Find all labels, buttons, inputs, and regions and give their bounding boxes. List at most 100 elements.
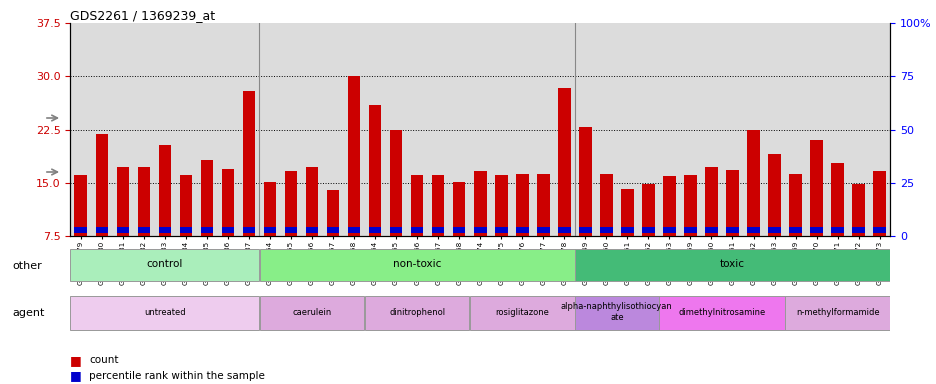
Text: caerulein: caerulein (292, 308, 331, 317)
Text: dimethylnitrosamine: dimethylnitrosamine (678, 308, 765, 317)
Bar (222, 227, 234, 233)
Bar (431, 227, 444, 233)
Bar (200, 160, 213, 290)
Bar (116, 227, 129, 233)
Text: percentile rank within the sample: percentile rank within the sample (89, 371, 265, 381)
Bar (263, 227, 276, 233)
Bar (74, 227, 87, 233)
Text: GDS2261 / 1369239_at: GDS2261 / 1369239_at (70, 9, 215, 22)
Bar (259, 250, 574, 280)
Bar (242, 91, 255, 290)
Bar (305, 227, 318, 233)
Bar (389, 129, 402, 290)
Bar (180, 227, 192, 233)
Bar (470, 296, 574, 330)
Bar (95, 227, 108, 233)
Bar (158, 227, 171, 233)
Bar (578, 127, 591, 290)
Bar (683, 227, 696, 233)
Bar (621, 189, 633, 290)
Bar (452, 227, 465, 233)
Bar (536, 227, 549, 233)
Bar (200, 227, 213, 233)
Bar (575, 296, 658, 330)
Text: other: other (12, 261, 42, 271)
Text: ■: ■ (70, 369, 82, 382)
Bar (810, 227, 822, 233)
Text: rosiglitazone: rosiglitazone (495, 308, 548, 317)
Text: count: count (89, 355, 118, 365)
Bar (516, 174, 528, 290)
Bar (663, 177, 675, 290)
Text: control: control (147, 259, 183, 269)
Bar (575, 250, 889, 280)
Bar (641, 227, 654, 233)
Bar (810, 140, 822, 290)
Bar (830, 227, 843, 233)
Bar (327, 227, 339, 233)
Bar (285, 171, 297, 290)
Bar (768, 227, 780, 233)
Text: n-methylformamide: n-methylformamide (795, 308, 879, 317)
Bar (263, 182, 276, 290)
Bar (558, 88, 570, 290)
Text: toxic: toxic (719, 259, 744, 269)
Bar (746, 129, 759, 290)
Bar (516, 227, 528, 233)
Bar (536, 174, 549, 290)
Bar (578, 227, 591, 233)
Bar (852, 227, 864, 233)
Bar (683, 175, 696, 290)
Bar (768, 154, 780, 290)
Bar (641, 184, 654, 290)
Text: untreated: untreated (144, 308, 185, 317)
Bar (621, 227, 633, 233)
Bar (74, 175, 87, 290)
Bar (452, 182, 465, 290)
Bar (180, 175, 192, 290)
Bar (705, 227, 717, 233)
Text: alpha-naphthylisothiocyan
ate: alpha-naphthylisothiocyan ate (561, 303, 672, 322)
Bar (746, 227, 759, 233)
Bar (431, 175, 444, 290)
Bar (788, 174, 801, 290)
Bar (663, 227, 675, 233)
Bar (70, 250, 259, 280)
Bar (474, 171, 486, 290)
Bar (389, 227, 402, 233)
Bar (725, 227, 738, 233)
Bar (784, 296, 889, 330)
Bar (158, 144, 171, 290)
Bar (872, 227, 885, 233)
Bar (369, 227, 381, 233)
Bar (95, 134, 108, 290)
Bar (259, 296, 364, 330)
Bar (138, 227, 150, 233)
Bar (658, 296, 784, 330)
Bar (852, 184, 864, 290)
Bar (788, 227, 801, 233)
Bar (558, 227, 570, 233)
Bar (410, 175, 423, 290)
Bar (705, 167, 717, 290)
Bar (305, 167, 318, 290)
Bar (347, 76, 360, 290)
Bar (242, 227, 255, 233)
Bar (494, 175, 507, 290)
Bar (285, 227, 297, 233)
Bar (474, 227, 486, 233)
Bar (872, 171, 885, 290)
Bar (116, 167, 129, 290)
Bar (138, 167, 150, 290)
Bar (347, 227, 360, 233)
Text: agent: agent (12, 308, 45, 318)
Text: non-toxic: non-toxic (392, 259, 441, 269)
Bar (364, 296, 469, 330)
Bar (369, 105, 381, 290)
Bar (327, 190, 339, 290)
Bar (222, 169, 234, 290)
Bar (494, 227, 507, 233)
Bar (70, 296, 259, 330)
Bar (599, 227, 612, 233)
Text: dinitrophenol: dinitrophenol (388, 308, 445, 317)
